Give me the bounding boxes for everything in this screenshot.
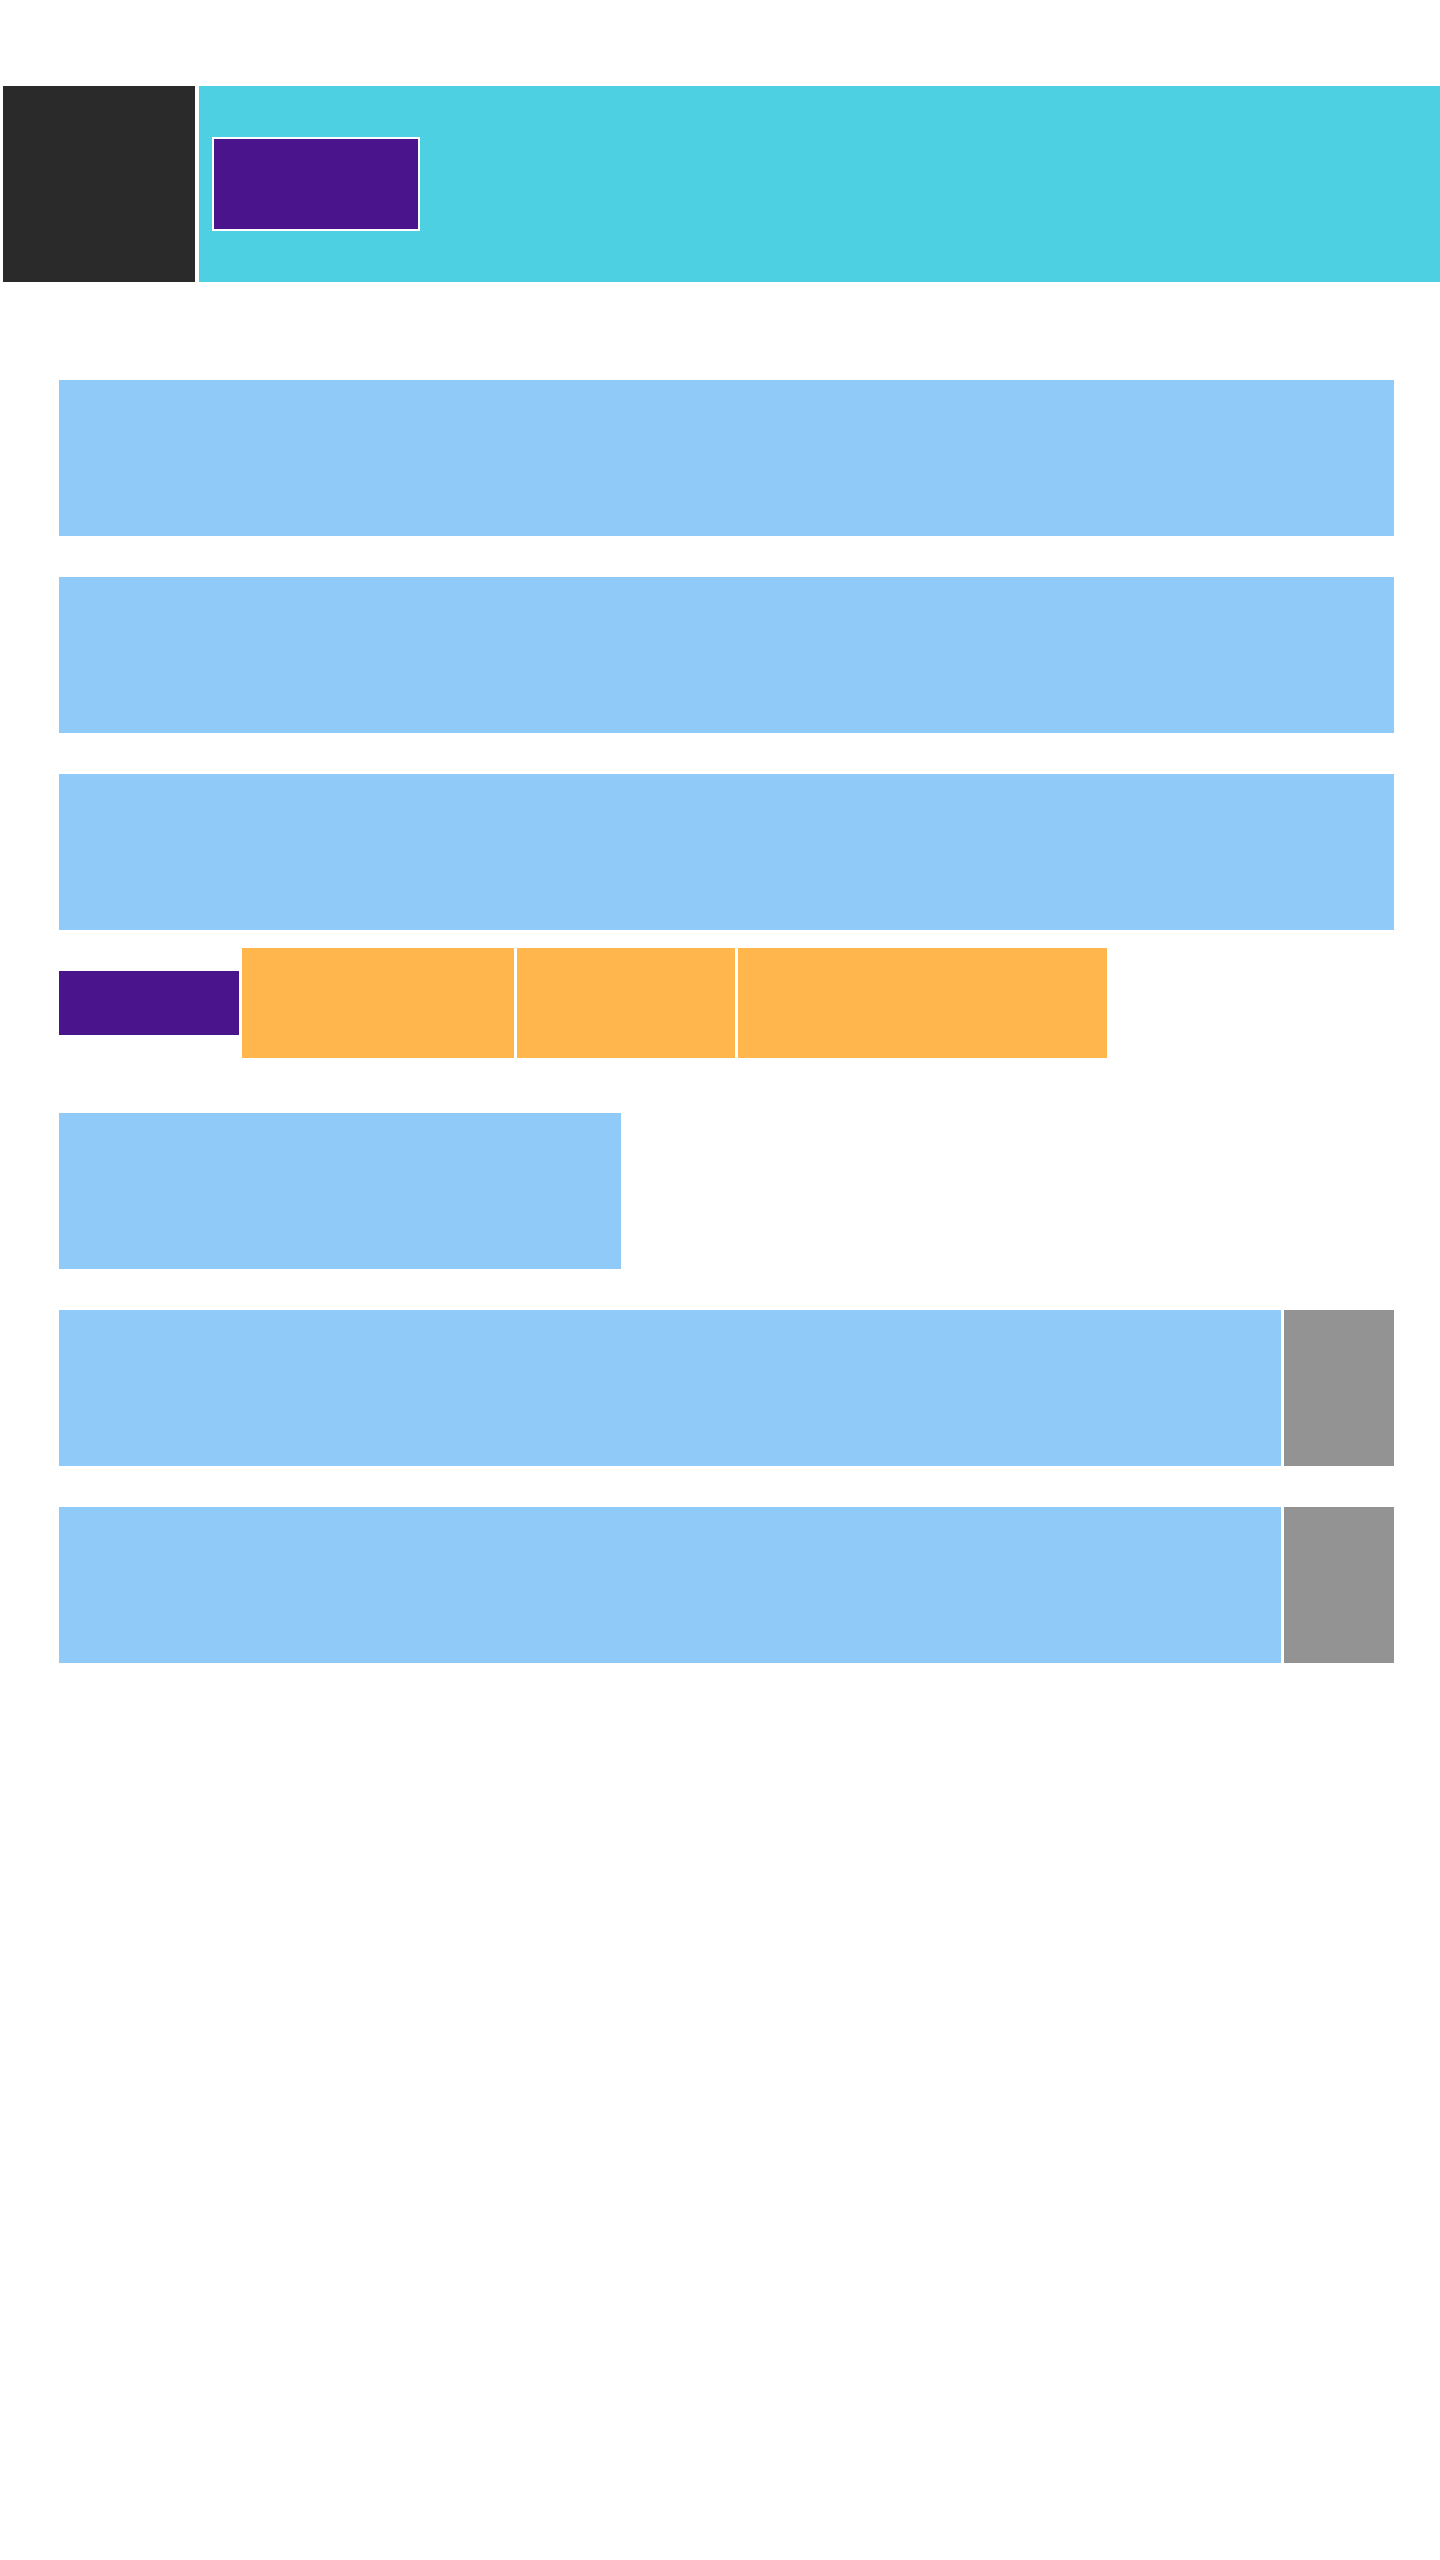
segment-action-button[interactable]: [59, 971, 239, 1035]
content-panel-3[interactable]: [59, 774, 1394, 930]
side-button-2[interactable]: [1284, 1507, 1394, 1663]
segment-tab-3[interactable]: [738, 948, 1107, 1058]
content-panel-2[interactable]: [59, 577, 1394, 733]
header-primary-button[interactable]: [212, 137, 420, 231]
header-logo-panel: [3, 86, 195, 282]
content-panel-4[interactable]: [59, 1113, 621, 1269]
segment-tab-2[interactable]: [517, 948, 735, 1058]
content-panel-1[interactable]: [59, 380, 1394, 536]
segment-tab-1[interactable]: [242, 948, 514, 1058]
side-button-1[interactable]: [1284, 1310, 1394, 1466]
content-panel-6[interactable]: [59, 1507, 1281, 1663]
content-panel-5[interactable]: [59, 1310, 1281, 1466]
